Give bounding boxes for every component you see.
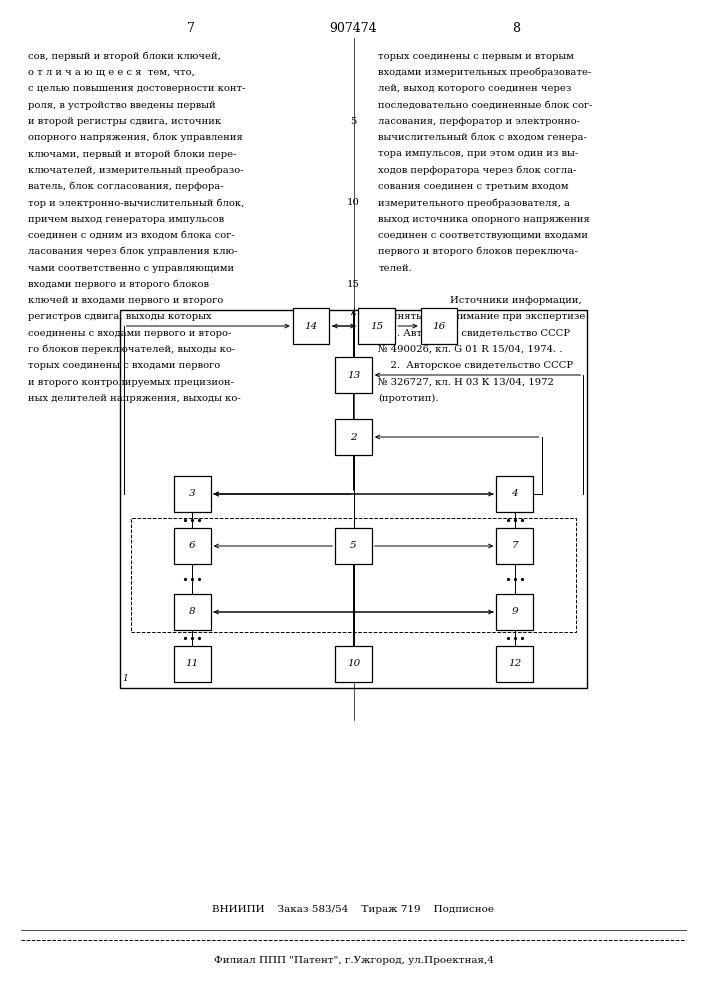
Text: 15: 15 [370,322,383,331]
Text: 12: 12 [508,660,521,669]
Text: ключателей, измерительный преобразо-: ключателей, измерительный преобразо- [28,165,244,175]
Text: 1. Авторское свидетельство СССР: 1. Авторское свидетельство СССР [378,329,571,338]
Text: регистров сдвига, выходы которых: регистров сдвига, выходы которых [28,312,212,321]
Text: ных делителей напряжения, выходы ко-: ных делителей напряжения, выходы ко- [28,394,241,403]
Bar [335,646,372,682]
Text: 8: 8 [512,21,520,34]
Text: и второй регистры сдвига, источник: и второй регистры сдвига, источник [28,117,221,126]
Text: 20: 20 [347,361,360,370]
Text: соединен с одним из входом блока сог-: соединен с одним из входом блока сог- [28,231,235,240]
Text: 907474: 907474 [329,21,378,34]
Text: принятые во внимание при экспертизе: принятые во внимание при экспертизе [378,312,585,321]
Text: последовательно соединенные блок сог-: последовательно соединенные блок сог- [378,101,592,110]
Text: 9: 9 [511,607,518,616]
Bar [293,308,329,344]
Bar [335,419,372,455]
Text: (прототип).: (прототип). [378,394,439,403]
Bar [174,594,211,630]
Text: выход источника опорного напряжения: выход источника опорного напряжения [378,215,590,224]
Text: 14: 14 [305,322,317,331]
Text: о т л и ч а ю щ е е с я  тем, что,: о т л и ч а ю щ е е с я тем, что, [28,68,195,77]
Text: чами соответственно с управляющими: чами соответственно с управляющими [28,264,235,273]
Text: лей, выход которого соединен через: лей, выход которого соединен через [378,84,572,93]
Text: 13: 13 [347,370,360,379]
Text: торых соединены с входами первого: торых соединены с входами первого [28,361,221,370]
Text: 10: 10 [347,198,360,207]
Text: 1: 1 [122,674,128,683]
Text: 5: 5 [350,542,357,550]
Text: роля, в устройство введены первый: роля, в устройство введены первый [28,101,216,110]
Bar [496,476,533,512]
Bar [421,308,457,344]
Text: телей.: телей. [378,264,412,273]
Text: 7: 7 [511,542,518,550]
Text: первого и второго блоков переключа-: первого и второго блоков переключа- [378,247,578,256]
Text: соединен с соответствующими входами: соединен с соответствующими входами [378,231,588,240]
Text: Филиал ППП "Патент", г.Ужгород, ул.Проектная,4: Филиал ППП "Патент", г.Ужгород, ул.Проек… [214,956,493,965]
Text: опорного напряжения, блок управления: опорного напряжения, блок управления [28,133,243,142]
Text: ходов перфоратора через блок согла-: ходов перфоратора через блок согла- [378,165,577,175]
Bar [131,518,576,632]
Text: № 490026, кл. G 01 R 15/04, 1974. .: № 490026, кл. G 01 R 15/04, 1974. . [378,345,563,354]
Bar [496,528,533,564]
Text: сов, первый и второй блоки ключей,: сов, первый и второй блоки ключей, [28,51,221,61]
Text: 16: 16 [433,322,445,331]
Text: входами измерительных преобразовате-: входами измерительных преобразовате- [378,68,592,77]
Text: ласования, перфоратор и электронно-: ласования, перфоратор и электронно- [378,117,580,126]
Bar [358,308,395,344]
Text: Источники информации,: Источники информации, [450,296,582,305]
Bar [496,646,533,682]
Text: го блоков переключателей, выходы ко-: го блоков переключателей, выходы ко- [28,345,235,354]
Text: 15: 15 [347,280,360,289]
Text: 5: 5 [350,117,357,126]
Text: 8: 8 [189,607,196,616]
Text: 11: 11 [186,660,199,669]
Text: входами первого и второго блоков: входами первого и второго блоков [28,280,209,289]
Bar [335,528,372,564]
Text: причем выход генератора импульсов: причем выход генератора импульсов [28,215,224,224]
Text: 2: 2 [350,432,357,442]
Bar [335,357,372,393]
Bar [496,594,533,630]
Bar [174,528,211,564]
Text: тор и электронно-вычислительный блок,: тор и электронно-вычислительный блок, [28,198,245,208]
Text: ласования через блок управления клю-: ласования через блок управления клю- [28,247,238,256]
Text: торых соединены с первым и вторым: торых соединены с первым и вторым [378,52,574,61]
Text: сования соединен с третьим входом: сования соединен с третьим входом [378,182,568,191]
Text: 6: 6 [189,542,196,550]
Text: 10: 10 [347,660,360,669]
Text: 4: 4 [511,489,518,498]
Text: ключами, первый и второй блоки пере-: ключами, первый и второй блоки пере- [28,149,237,159]
Text: тора импульсов, при этом один из вы-: тора импульсов, при этом один из вы- [378,149,578,158]
Text: соединены с входами первого и второ-: соединены с входами первого и второ- [28,329,232,338]
Text: ватель, блок согласования, перфора-: ватель, блок согласования, перфора- [28,182,224,191]
Text: 2.  Авторское свидетельство СССР: 2. Авторское свидетельство СССР [378,361,573,370]
Text: вычислительный блок с входом генера-: вычислительный блок с входом генера- [378,133,587,142]
Text: № 326727, кл. Н 03 К 13/04, 1972: № 326727, кл. Н 03 К 13/04, 1972 [378,378,554,387]
Text: и второго контролируемых прецизион-: и второго контролируемых прецизион- [28,378,234,387]
Text: ключей и входами первого и второго: ключей и входами первого и второго [28,296,223,305]
Text: 7: 7 [187,21,195,34]
Text: с целью повышения достоверности конт-: с целью повышения достоверности конт- [28,84,246,93]
Text: ВНИИПИ    Заказ 583/54    Тираж 719    Подписное: ВНИИПИ Заказ 583/54 Тираж 719 Подписное [213,906,494,914]
Text: измерительного преобразователя, а: измерительного преобразователя, а [378,198,571,208]
Bar [120,310,587,688]
Bar [174,476,211,512]
Text: 3: 3 [189,489,196,498]
Bar [174,646,211,682]
